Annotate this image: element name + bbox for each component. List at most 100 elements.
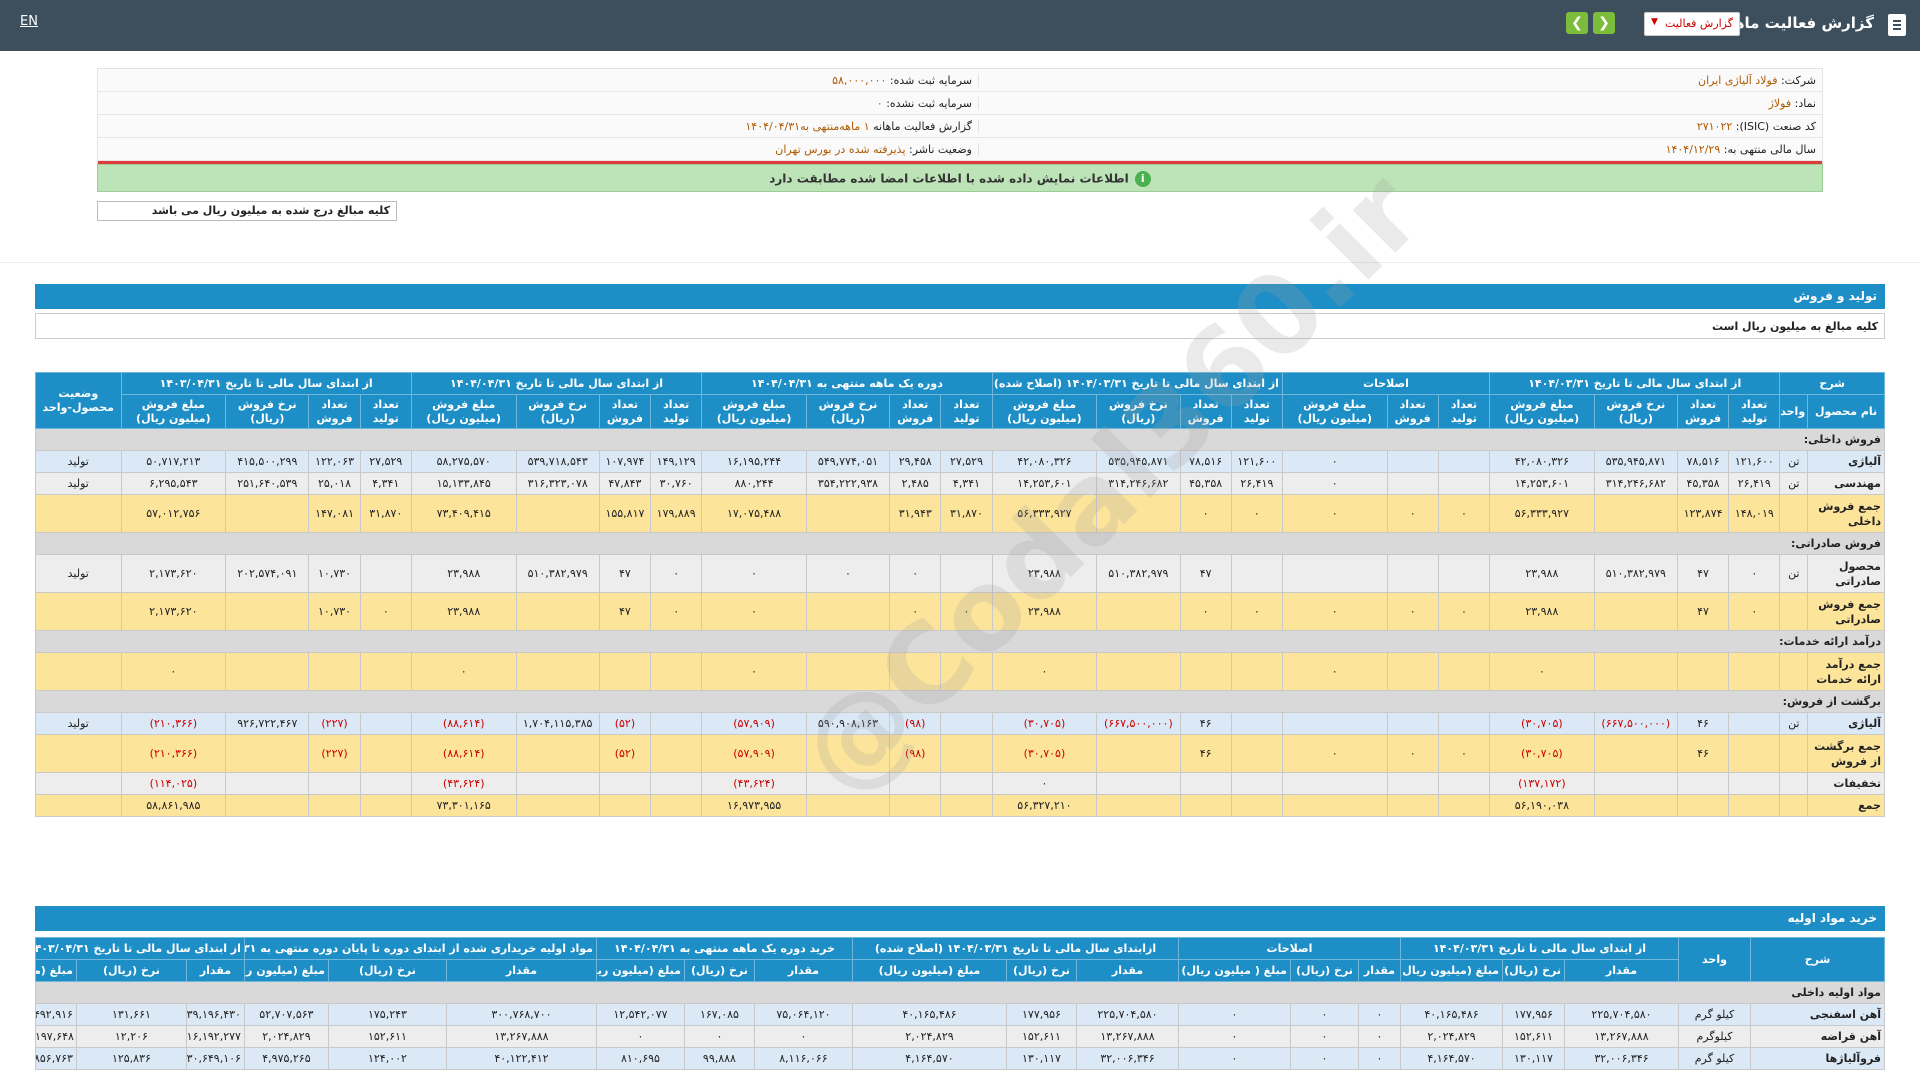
table-cell [515,772,600,795]
column-group-header: از ابتدای سال مالی تا تاریخ ۱۴۰۴/۰۴/۳۱ [410,372,703,395]
subheader-row: مقدار نرخ (ریال) مبلغ (میلیون ریال) مقدار نر… [35,959,1885,982]
table-cell: ۰ [1437,592,1491,631]
table-cell: ۳۱۶,۳۲۳,۰۷۸ [515,472,600,495]
table-cell: ۰ [1437,734,1491,773]
table-cell: ۱,۷۰۴,۱۱۵,۳۸۵ [515,712,600,735]
report-type-value: گزارش فعالیت [1665,17,1733,30]
report-type-select[interactable]: گزارش فعالیت ▼ [1644,12,1740,36]
table-cell: ۱۲,۲۰۶ [75,1025,187,1048]
table-cell [1386,772,1439,795]
isic-label: کد صنعت (ISIC): [1735,120,1816,133]
table-cell: ۰ [701,554,807,593]
table-cell: ۱۵۲,۶۱۱ [1502,1025,1565,1048]
table-cell: ۰ [1281,734,1388,773]
table-cell: ۹۹,۸۸۸ [683,1047,755,1070]
table-cell: ۱۶,۹۷۳,۹۵۵ [701,794,807,817]
column-header: نرخ فروش (ریال) [1096,394,1181,429]
chevron-down-icon: ▼ [1651,17,1658,27]
symbol-value[interactable]: فولاژ [1768,97,1792,110]
column-header: مبلغ فروش (میلیون ریال) [1281,394,1388,429]
table-cell: ۱۵۵,۸۱۷ [598,494,652,533]
table-cell [1386,794,1439,817]
table-cell: ۲۹,۴۵۸ [889,450,942,473]
table-cell: ۵۱۰,۳۸۲,۹۷۹ [1096,554,1181,593]
page-title: گزارش فعالیت ماهانه [1713,14,1874,32]
table-cell [1281,772,1388,795]
table-cell [1779,494,1809,533]
column-header: مقدار [185,959,245,982]
table-cell: ۵۶,۱۹۰,۰۳۸ [1489,794,1595,817]
raw-materials-table: شرح واحد از ابتدای سال مالی تا تاریخ ۱۴۰۴/… [35,937,1885,1070]
report-label: گزارش فعالیت ماهانه [873,120,972,133]
table-cell: ۴۷ [1676,554,1730,593]
table-cell [805,494,891,533]
table-cell: ۱۶,۱۹۲,۲۷۷ [185,1025,245,1048]
column-header: نرخ فروش (ریال) [225,394,310,429]
table-cell [1728,734,1781,773]
table-cell: ۲۳,۹۸۸ [1489,592,1595,631]
table-cell: ۴۷ [598,554,652,593]
column-header: تعداد فروش [889,394,942,429]
unreg-capital-value: ۰ [876,97,883,110]
table-cell: ۰ [683,1025,755,1048]
unit-note: کلیه مبالغ درج شده به میلیون ریال می باش… [97,201,397,221]
table-cell: ۳۰,۶۴۹,۱۰۶ [185,1047,245,1070]
column-header: نرخ (ریال) [1005,959,1077,982]
column-group-header: واحد [1678,937,1751,982]
table-row: آلیاژی تن ۱۲۱,۶۰۰ ۷۸,۵۱۶ ۵۳۵,۹۴۵,۸۷۱ ۴۲,۰۸۰,۳… [35,450,1885,473]
table-cell [1593,734,1678,773]
column-header: مبلغ فروش (میلیون ریال) [410,394,517,429]
table-cell: ۴۵,۳۵۸ [1179,472,1232,495]
table-cell: ۳۰۰,۷۶۸,۷۰۰ [445,1003,597,1026]
fiscal-year-value: ۱۴۰۴/۱۲/۲۹ [1665,143,1721,156]
table-cell: ۵۲,۷۰۷,۵۶۳ [243,1003,329,1026]
table-cell: ۱۷,۰۷۵,۴۸۸ [701,494,807,533]
table-cell [35,734,122,773]
column-header: نرخ (ریال) [327,959,447,982]
table-cell: ۰ [650,592,703,631]
table-row: محصول صادراتی تن ۰ ۴۷ ۵۱۰,۳۸۲,۹۷۹ ۲۳,۹۸۸ ۴۷ ۵۱۰… [35,554,1885,593]
column-header: تعداد تولید [359,394,412,429]
table-cell [1096,772,1181,795]
company-value[interactable]: فولاد آلیاژی ایران [1698,74,1778,87]
column-group-header: از ابتدای سال مالی تا تاریخ ۱۴۰۴/۰۳/۳۱ (… [991,372,1283,395]
table-cell: ۰ [1386,494,1439,533]
table-cell [940,772,993,795]
table-cell: ۶,۲۹۵,۵۴۳ [120,472,227,495]
column-group-header: از ابتدای سال مالی تا تاریخ ۱۴۰۴/۰۳/۳۱ [1399,937,1680,960]
table-cell [1676,772,1730,795]
table-cell: تولید [35,554,122,593]
table-cell [805,652,891,691]
row-label: جمع فروش صادراتی [1807,592,1885,631]
table-cell: (۲۱۰,۳۶۶) [120,712,227,735]
prev-button[interactable]: ❮ [1566,12,1588,34]
table-cell: ۳۲,۰۰۶,۳۴۶ [1075,1047,1179,1070]
table-cell: ۰ [359,592,412,631]
row-label: آلیاژی [1807,712,1885,735]
column-header: نرخ (ریال) [75,959,187,982]
table-cell: ۴۷ [598,592,652,631]
table-cell [940,734,993,773]
language-switch[interactable]: EN [20,14,38,29]
table-cell [1728,772,1781,795]
table-cell [1179,652,1232,691]
table-cell [1386,472,1439,495]
table-cell: ۴۰,۱۲۲,۴۱۲ [445,1047,597,1070]
table-cell [889,794,942,817]
column-header: نرخ (ریال) [1502,959,1565,982]
table-cell [359,772,412,795]
table-cell [1230,734,1283,773]
next-button[interactable]: ❯ [1593,12,1615,34]
table-cell: ۴۷,۸۴۳ [598,472,652,495]
column-header: تعداد فروش [1386,394,1439,429]
table-cell [35,652,122,691]
table-cell: ۱۲۲,۰۶۳ [308,450,361,473]
column-header: تعداد فروش [1676,394,1730,429]
table-cell: ۲,۱۷۳,۶۲۰ [120,554,227,593]
table-cell [515,494,600,533]
table-cell: ۵۳۵,۹۴۵,۸۷۱ [1096,450,1181,473]
table-cell [1779,794,1809,817]
table-cell: ۸,۱۱۶,۰۶۶ [753,1047,853,1070]
table-cell: (۱۱۴,۰۲۵) [120,772,227,795]
table-cell: (۵۷,۹۰۹) [701,712,807,735]
